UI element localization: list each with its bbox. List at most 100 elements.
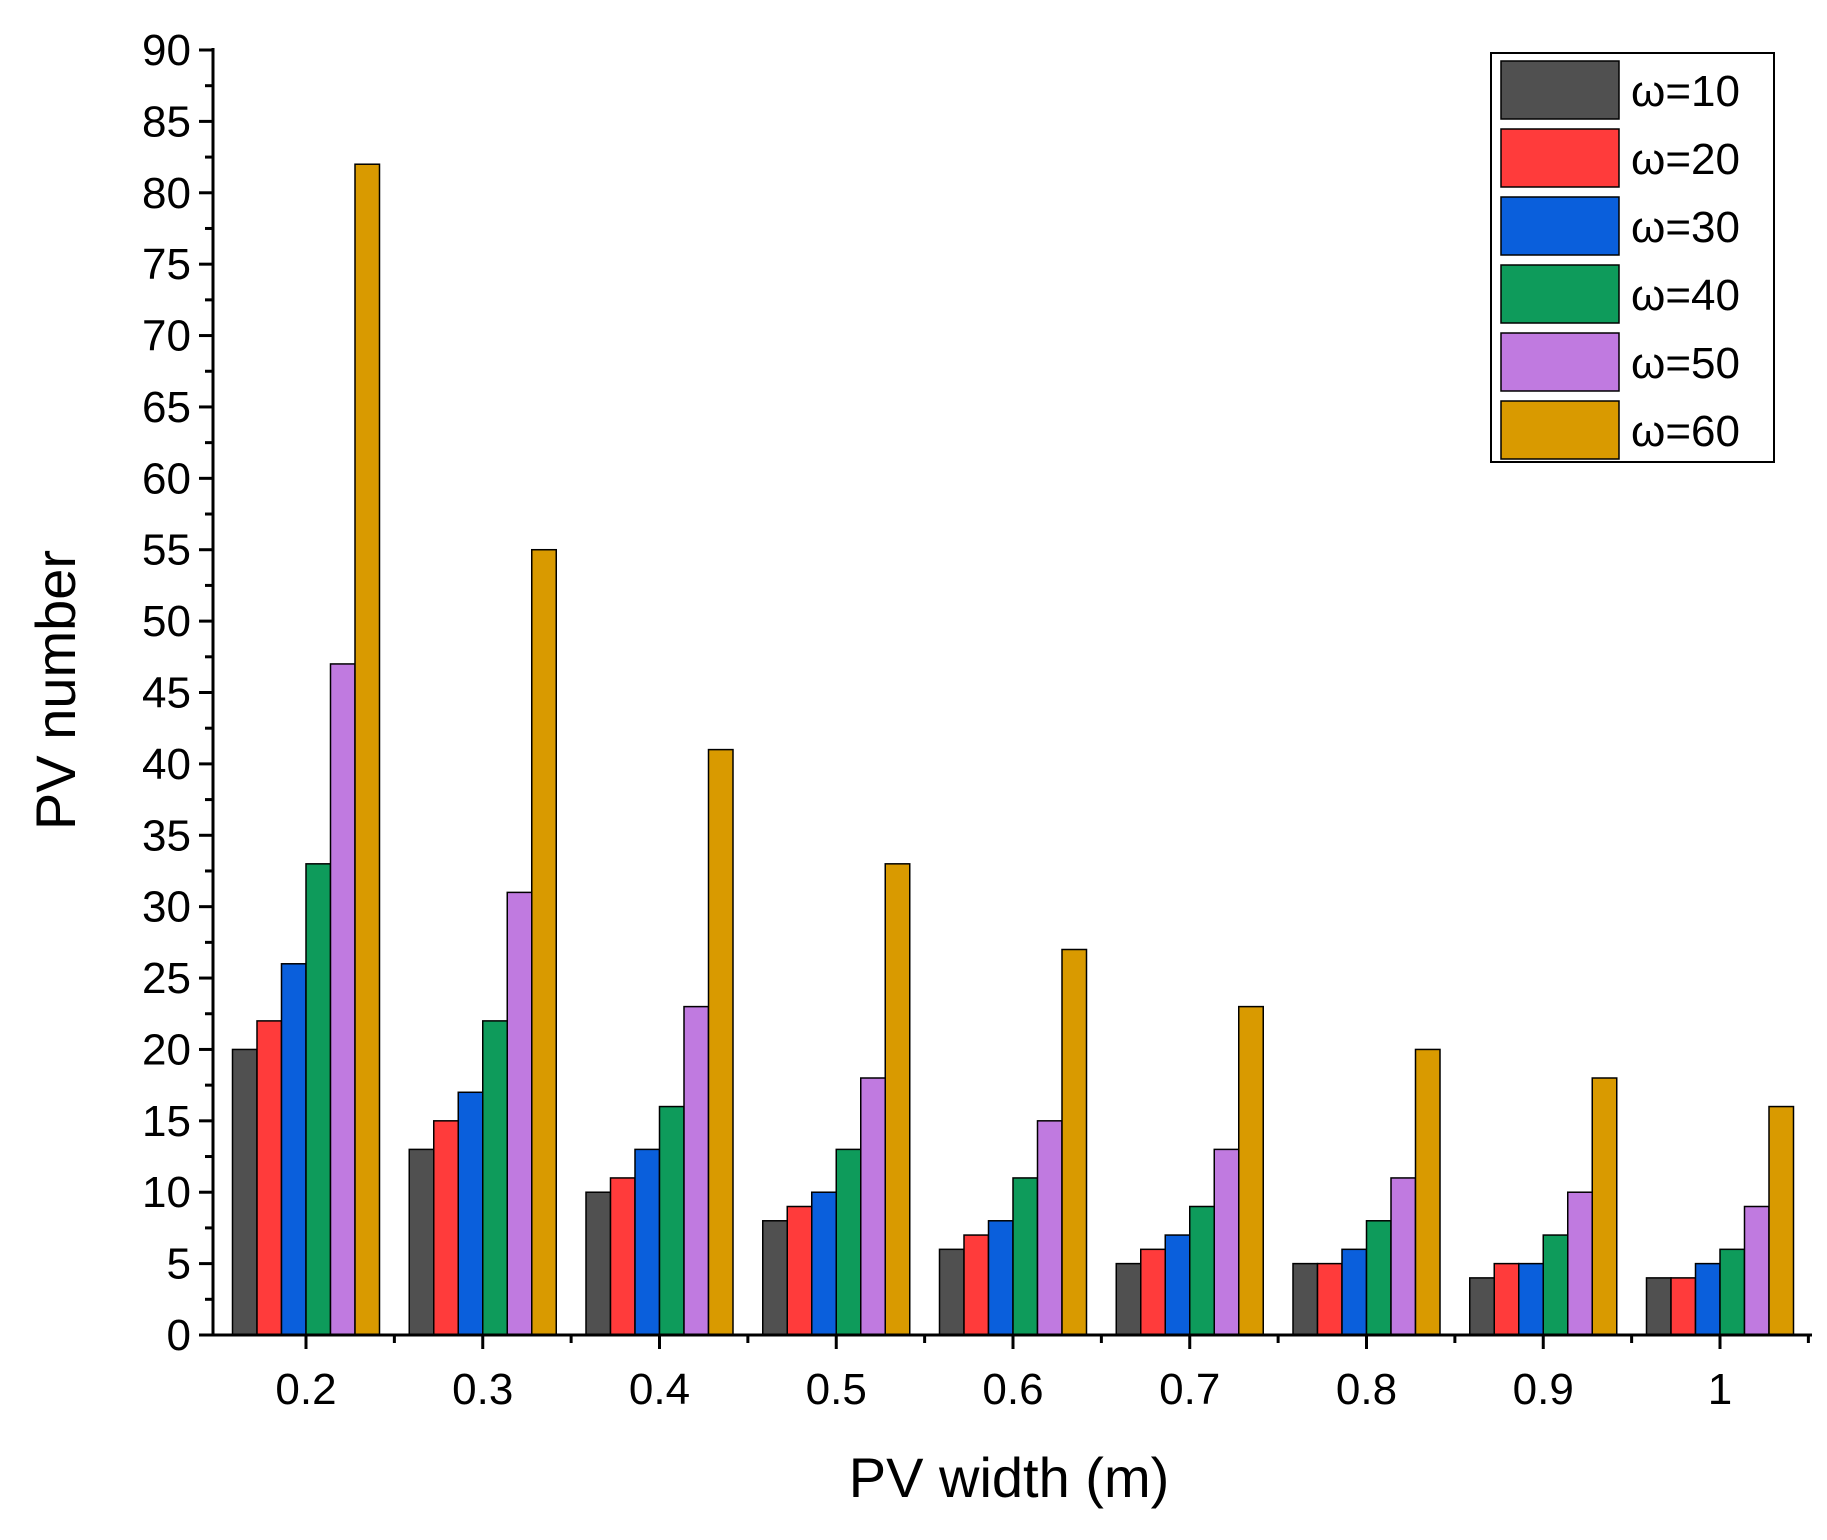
- x-tick-label: 0.3: [452, 1365, 513, 1414]
- bar-ω=30-0.8: [1341, 1248, 1368, 1336]
- bar-ω=20-0.2: [256, 1020, 283, 1336]
- bar-ω=20-0.5: [786, 1205, 813, 1336]
- legend-swatch: [1500, 264, 1620, 324]
- y-tick-label: 10: [142, 1168, 191, 1217]
- bar-ω=20-0.4: [609, 1177, 636, 1336]
- y-tick-label: 30: [142, 883, 191, 932]
- bar-ω=40-0.2: [305, 863, 332, 1336]
- legend-label: ω=20: [1631, 135, 1740, 184]
- bar-ω=20-0.8: [1316, 1262, 1343, 1336]
- y-axis-title: PV number: [24, 550, 87, 830]
- bar-ω=10-0.8: [1292, 1262, 1319, 1336]
- bar-ω=30-0.7: [1164, 1234, 1191, 1336]
- bar-ω=30-0.6: [987, 1220, 1014, 1336]
- y-tick-label: 80: [142, 169, 191, 218]
- y-tick-label: 70: [142, 312, 191, 361]
- bar-ω=60-0.6: [1061, 948, 1088, 1336]
- x-tick-label: 0.2: [275, 1365, 336, 1414]
- x-tick-label: 0.8: [1336, 1365, 1397, 1414]
- bar-ω=10-1: [1645, 1277, 1672, 1336]
- x-tick-label: 0.5: [806, 1365, 867, 1414]
- bar-ω=60-0.9: [1591, 1077, 1618, 1336]
- y-tick-label: 85: [142, 97, 191, 146]
- bar-ω=50-0.9: [1567, 1191, 1593, 1336]
- y-tick-label: 5: [167, 1240, 191, 1289]
- legend-label: ω=40: [1631, 271, 1740, 320]
- bar-ω=50-0.6: [1036, 1120, 1063, 1336]
- x-axis-title: PV width (m): [849, 1446, 1170, 1509]
- legend: ω=10 ω=20 ω=30 ω=40 ω=50 ω=60: [1490, 52, 1775, 463]
- y-tick-label: 15: [142, 1097, 191, 1146]
- y-tick-label: 0: [167, 1311, 191, 1360]
- bar-ω=60-1: [1768, 1105, 1795, 1336]
- bar-ω=30-0.4: [634, 1148, 661, 1336]
- bar-ω=40-0.4: [658, 1105, 685, 1336]
- y-tick-label: 45: [142, 669, 191, 718]
- legend-swatch: [1500, 332, 1620, 392]
- legend-label: ω=10: [1631, 67, 1740, 116]
- bar-ω=30-0.3: [457, 1091, 484, 1336]
- y-tick-label: 90: [142, 26, 191, 75]
- bar-ω=60-0.7: [1238, 1005, 1264, 1336]
- bar-ω=30-1: [1694, 1262, 1721, 1336]
- legend-swatch: [1500, 400, 1620, 460]
- bar-ω=10-0.4: [585, 1191, 612, 1336]
- bar-ω=50-0.5: [860, 1077, 886, 1336]
- bar-ω=50-0.7: [1213, 1148, 1240, 1336]
- bar-ω=10-0.9: [1469, 1277, 1495, 1336]
- y-tick-label: 25: [142, 954, 191, 1003]
- bar-ω=10-0.2: [231, 1048, 258, 1336]
- x-tick-label: 0.6: [982, 1365, 1043, 1414]
- bar-ω=10-0.3: [408, 1148, 435, 1336]
- legend-label: ω=50: [1631, 339, 1740, 388]
- bar-ω=20-0.9: [1493, 1262, 1520, 1336]
- bar-ω=50-0.8: [1390, 1177, 1417, 1336]
- bar-ω=20-0.7: [1140, 1248, 1166, 1336]
- legend-swatch: [1500, 196, 1620, 256]
- bar-ω=40-0.3: [482, 1020, 508, 1336]
- bars-layer: [231, 163, 1795, 1336]
- bar-ω=40-0.5: [835, 1148, 862, 1336]
- y-tick-label: 55: [142, 526, 191, 575]
- bar-ω=50-0.2: [329, 663, 356, 1336]
- y-tick-label: 35: [142, 811, 191, 860]
- bar-ω=40-0.7: [1189, 1205, 1215, 1336]
- bar-ω=60-0.2: [354, 163, 381, 1336]
- bar-ω=20-0.6: [963, 1234, 990, 1336]
- bar-ω=40-1: [1719, 1248, 1746, 1336]
- legend-swatch: [1500, 128, 1620, 188]
- bar-ω=20-0.3: [433, 1120, 459, 1336]
- y-tick-label: 40: [142, 740, 191, 789]
- legend-label: ω=30: [1631, 203, 1740, 252]
- y-tick-label: 60: [142, 454, 191, 503]
- y-tick-label: 50: [142, 597, 191, 646]
- bar-ω=50-1: [1743, 1205, 1770, 1336]
- bar-ω=40-0.8: [1365, 1220, 1392, 1336]
- y-tick-label: 75: [142, 240, 191, 289]
- bar-ω=10-0.7: [1115, 1262, 1142, 1336]
- bar-ω=30-0.5: [811, 1191, 837, 1336]
- bar-ω=10-0.6: [938, 1248, 965, 1336]
- bar-ω=60-0.3: [531, 548, 557, 1336]
- bar-ω=50-0.3: [506, 891, 533, 1336]
- legend-label: ω=60: [1631, 407, 1740, 456]
- bar-ω=60-0.8: [1414, 1048, 1441, 1336]
- axes-layer: 0 5 10 15 20 25 30 35 40 45 50 55 60 65 70 75 80 85 90 0.2 0…: [142, 26, 1812, 1414]
- bar-ω=30-0.2: [280, 963, 307, 1336]
- x-tick-label: 0.4: [629, 1365, 690, 1414]
- bar-ω=40-0.6: [1012, 1177, 1039, 1336]
- bar-ω=40-0.9: [1542, 1234, 1569, 1336]
- legend-box: [1490, 52, 1775, 463]
- y-tick-label: 65: [142, 383, 191, 432]
- bar-ω=30-0.9: [1518, 1262, 1544, 1336]
- x-tick-label: 0.9: [1513, 1365, 1574, 1414]
- y-tick-label: 20: [142, 1025, 191, 1074]
- bar-ω=10-0.5: [762, 1220, 788, 1336]
- bar-ω=20-1: [1670, 1277, 1697, 1336]
- x-tick-label: 0.7: [1159, 1365, 1220, 1414]
- x-tick-label: 1: [1708, 1365, 1732, 1414]
- bar-ω=60-0.5: [884, 863, 911, 1336]
- legend-swatch: [1500, 60, 1620, 120]
